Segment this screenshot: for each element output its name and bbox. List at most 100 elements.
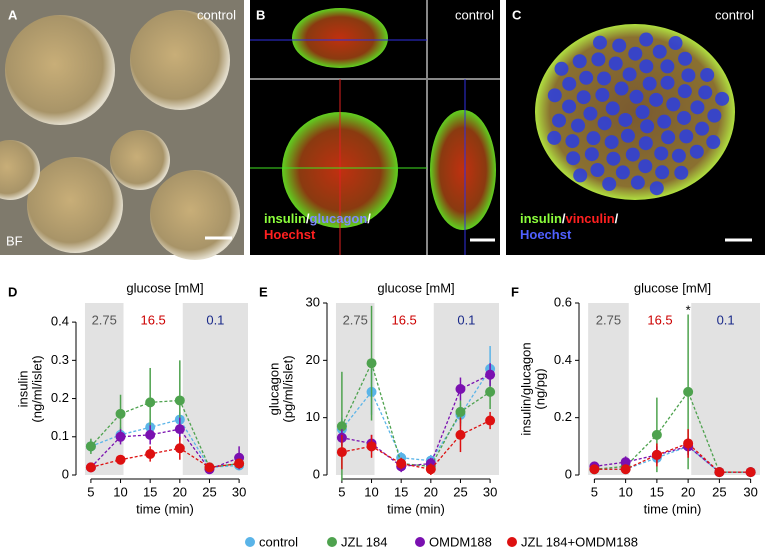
nucleus [700, 67, 715, 82]
x-tick-label: 25 [453, 484, 467, 499]
data-point [455, 384, 466, 394]
nucleus [689, 144, 704, 159]
legend-marker [507, 537, 517, 547]
stain-name: / [367, 211, 371, 226]
x-tick-label: 5 [591, 484, 598, 499]
phase-label: 16.5 [391, 312, 416, 327]
x-tick-label: 10 [618, 484, 632, 499]
data-point [234, 458, 245, 469]
nucleus [652, 44, 667, 59]
y-axis-label: (pg/ml/islet) [280, 355, 295, 422]
nucleus [638, 159, 653, 174]
nucleus [654, 146, 669, 161]
nucleus [566, 151, 581, 166]
islet [110, 130, 170, 190]
legend-label: control [259, 534, 298, 549]
phase-label: 16.5 [647, 312, 672, 327]
corner-label: BF [6, 233, 23, 248]
data-point [145, 448, 156, 459]
nucleus [661, 130, 676, 145]
data-point [683, 386, 694, 397]
nucleus [660, 59, 675, 74]
nucleus [628, 46, 643, 61]
nucleus [562, 76, 577, 91]
nucleus [655, 165, 670, 180]
shaded-range [588, 303, 629, 475]
nucleus [657, 114, 672, 129]
data-point [366, 441, 377, 452]
x-tick-label: 15 [394, 484, 408, 499]
nucleus [679, 129, 694, 144]
nucleus [635, 105, 650, 119]
data-point [366, 358, 377, 369]
chart-title: glucose [mM] [377, 280, 454, 295]
legend-label: JZL 184 [341, 534, 388, 549]
nucleus [547, 88, 562, 103]
data-point [115, 431, 126, 442]
nucleus [690, 100, 705, 115]
stain-label: insulin/vinculin/Hoechst [520, 211, 619, 242]
x-tick-label: 30 [232, 484, 246, 499]
nucleus [573, 168, 588, 183]
nucleus [640, 119, 655, 134]
nucleus [552, 113, 567, 128]
nucleus [674, 165, 689, 180]
phase-label: 2.75 [92, 312, 117, 327]
x-axis-label: time (min) [136, 501, 194, 516]
nucleus [678, 51, 693, 66]
stain-name: / [562, 211, 566, 226]
data-point [589, 464, 600, 475]
nucleus [605, 101, 620, 116]
nucleus [597, 116, 612, 131]
phase-label: 0.1 [717, 312, 735, 327]
y-tick-label: 30 [306, 294, 320, 309]
y-tick-label: 0 [62, 466, 69, 481]
stain-name: Hoechst [264, 227, 316, 242]
y-tick-label: 0 [313, 466, 320, 481]
x-tick-label: 30 [743, 484, 757, 499]
x-tick-label: 5 [87, 484, 94, 499]
y-tick-label: 0.1 [51, 428, 69, 443]
chart-title: glucose [mM] [634, 280, 711, 295]
nucleus [707, 108, 722, 123]
x-tick-label: 20 [173, 484, 187, 499]
data-point [651, 429, 662, 440]
data-point [115, 408, 126, 419]
nucleus [583, 106, 598, 121]
nucleus [695, 121, 710, 136]
islet [0, 140, 40, 200]
nucleus [677, 110, 692, 125]
legend-marker [245, 537, 255, 547]
legend-label: JZL 184+OMDM188 [521, 534, 638, 549]
panel-letter: A [8, 7, 18, 22]
data-point [204, 462, 215, 473]
nucleus [565, 134, 580, 149]
data-point [336, 421, 347, 432]
x-tick-label: 20 [424, 484, 438, 499]
legend-label: OMDM188 [429, 534, 492, 549]
nucleus [576, 90, 591, 105]
series-line [341, 361, 491, 468]
chart-title: glucose [mM] [126, 280, 203, 295]
data-point [745, 467, 756, 478]
x-tick-label: 10 [364, 484, 378, 499]
legend-marker [415, 537, 425, 547]
y-tick-label: 10 [306, 409, 320, 424]
nucleus [579, 70, 594, 85]
annotation: * [686, 302, 691, 317]
data-point [174, 395, 185, 406]
shaded-range [182, 303, 248, 475]
caption: control [715, 7, 754, 22]
data-point [425, 464, 436, 475]
nucleus [630, 175, 645, 190]
nucleus [668, 36, 683, 51]
nucleus [571, 118, 586, 133]
data-point [85, 441, 96, 452]
y-tick-label: 0 [565, 466, 572, 481]
x-axis-label: time (min) [387, 501, 445, 516]
islet [27, 157, 123, 253]
stain-name: insulin [264, 211, 306, 226]
phase-label: 0.1 [457, 312, 475, 327]
